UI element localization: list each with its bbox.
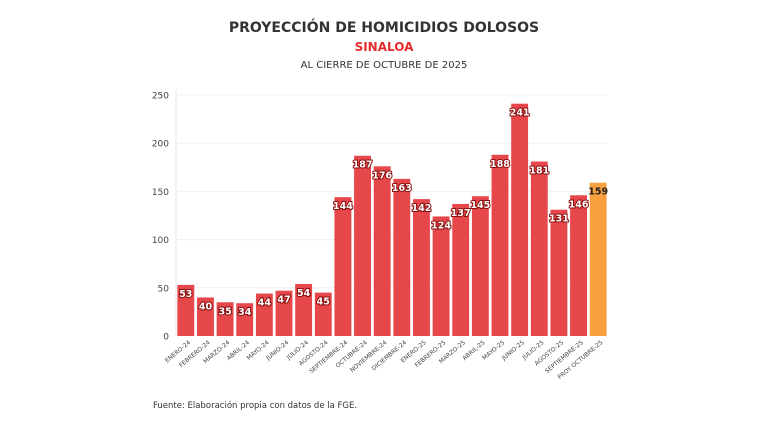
chart-subtitle-date: AL CIERRE DE OCTUBRE DE 2025 [300,60,468,71]
data-label: 176 [372,170,392,181]
bar [177,284,195,336]
bar [471,196,489,336]
chart-title: PROYECCIÓN DE HOMICIDIOS DOLOSOS [228,20,540,36]
data-label: 241 [510,108,530,119]
data-label: 188 [490,159,510,170]
data-label: 181 [529,166,549,177]
source-note: Fuente: Elaboración propia con datos de … [153,401,358,411]
bar [589,182,607,336]
data-label: 146 [569,199,589,210]
bar [255,293,273,336]
data-label: 35 [218,306,231,317]
data-label: 54 [297,288,311,299]
data-label: 131 [549,214,569,225]
bar [511,103,529,337]
data-label: 34 [238,307,252,318]
bar [236,303,254,336]
data-label: 40 [199,301,213,312]
data-label: 47 [277,295,290,306]
data-label: 44 [258,298,272,309]
bar [550,209,568,336]
bar [530,161,548,336]
bar [354,155,371,336]
y-tick-label: 250 [152,92,169,102]
bar [314,292,332,336]
bar [334,197,352,336]
bar [393,178,411,336]
bar [491,154,509,336]
y-tick-label: 200 [152,140,169,150]
y-tick-label: 150 [152,188,169,198]
bar [373,166,391,336]
bar [295,283,313,336]
bar [275,290,293,336]
data-label: 45 [317,297,330,308]
bar [452,203,470,336]
data-label: 163 [392,183,412,194]
bar [216,302,234,336]
chart-subtitle: SINALOA [354,40,414,54]
y-tick-label: 50 [158,284,170,294]
y-tick-label: 100 [152,236,169,246]
data-label: 142 [412,203,432,214]
data-label: 159 [588,187,608,198]
bar [413,199,430,336]
y-tick-label: 0 [163,333,169,343]
bar [197,297,214,336]
data-label: 124 [431,220,451,231]
data-label: 137 [451,208,471,219]
bar [432,216,450,336]
data-label: 144 [333,201,353,212]
data-label: 187 [353,160,373,171]
data-label: 145 [470,200,490,211]
bar [570,195,587,336]
data-label: 53 [179,289,192,300]
